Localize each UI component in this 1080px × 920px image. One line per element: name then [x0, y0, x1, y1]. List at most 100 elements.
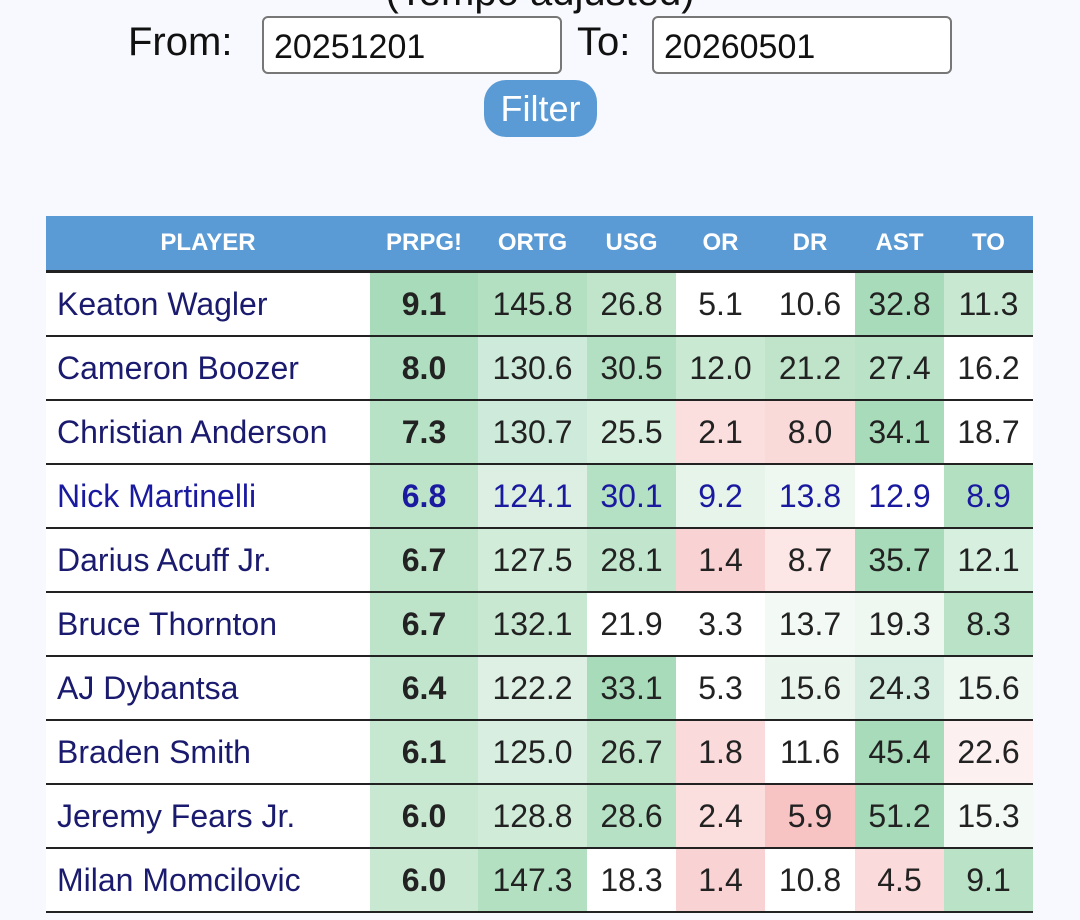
stat-cell: 24.3	[855, 656, 944, 721]
stat-cell: 5.9	[765, 784, 855, 849]
stat-cell: 147.3	[478, 848, 587, 913]
from-input[interactable]: 20251201	[262, 16, 562, 74]
stat-cell: 128.8	[478, 784, 587, 849]
stat-cell: 6.0	[370, 784, 478, 849]
stat-cell: 19.3	[855, 592, 944, 657]
stat-cell: 28.1	[587, 528, 676, 593]
player-name[interactable]: Braden Smith	[46, 720, 370, 785]
stat-cell: 6.0	[370, 848, 478, 913]
stat-cell: 6.7	[370, 528, 478, 593]
stat-cell: 6.7	[370, 592, 478, 657]
stat-cell: 9.1	[370, 271, 478, 337]
stat-cell: 51.2	[855, 784, 944, 849]
stat-cell: 6.4	[370, 656, 478, 721]
stat-cell: 130.7	[478, 400, 587, 465]
stat-cell: 5.1	[676, 271, 765, 337]
stat-cell: 122.2	[478, 656, 587, 721]
stat-cell: 28.6	[587, 784, 676, 849]
stat-cell: 2.1	[676, 400, 765, 465]
stat-cell: 13.8	[765, 464, 855, 529]
stat-cell: 130.6	[478, 336, 587, 401]
column-header: OR	[676, 216, 765, 273]
player-row: Christian Anderson 7.3 130.7 25.5 2.1 8.0 34.1…	[46, 400, 1033, 465]
player-row: Jeremy Fears Jr. 6.0 128.8 28.6 2.4 5.9 51.2 15…	[46, 784, 1033, 849]
stat-cell: 13.7	[765, 592, 855, 657]
stat-cell: 33.1	[587, 656, 676, 721]
column-header: PLAYER	[46, 216, 370, 273]
to-input[interactable]: 20260501	[652, 16, 952, 74]
stat-cell: 15.3	[944, 784, 1033, 849]
column-header: ORTG	[478, 216, 587, 273]
stat-cell: 6.1	[370, 720, 478, 785]
stat-cell: 15.6	[944, 656, 1033, 721]
stat-cell: 16.2	[944, 336, 1033, 401]
player-row: Keaton Wagler 9.1 145.8 26.8 5.1 10.6 32.8 11.3	[46, 271, 1033, 337]
player-name[interactable]: Keaton Wagler	[46, 271, 370, 337]
stat-cell: 4.5	[855, 848, 944, 913]
stats-table: PLAYER PRPG! ORTG USG OR DR AST TO Keaton Wagle…	[46, 216, 1033, 913]
stat-cell: 5.3	[676, 656, 765, 721]
stat-cell: 125.0	[478, 720, 587, 785]
stat-cell: 8.3	[944, 592, 1033, 657]
stat-cell: 34.1	[855, 400, 944, 465]
player-name[interactable]: Darius Acuff Jr.	[46, 528, 370, 593]
player-row: AJ Dybantsa 6.4 122.2 33.1 5.3 15.6 24.3 15.6	[46, 656, 1033, 721]
stat-cell: 6.8	[370, 464, 478, 529]
stat-cell: 35.7	[855, 528, 944, 593]
player-name[interactable]: Cameron Boozer	[46, 336, 370, 401]
stat-cell: 8.0	[370, 336, 478, 401]
stat-cell: 25.5	[587, 400, 676, 465]
to-label: To:	[577, 20, 631, 64]
stat-cell: 2.4	[676, 784, 765, 849]
stat-cell: 8.0	[765, 400, 855, 465]
stat-cell: 21.9	[587, 592, 676, 657]
stat-cell: 1.4	[676, 848, 765, 913]
stat-cell: 21.2	[765, 336, 855, 401]
player-name[interactable]: Milan Momcilovic	[46, 848, 370, 913]
stat-cell: 8.7	[765, 528, 855, 593]
stat-cell: 9.2	[676, 464, 765, 529]
stat-cell: 30.5	[587, 336, 676, 401]
player-row: Milan Momcilovic 6.0 147.3 18.3 1.4 10.8 4.5 9.…	[46, 848, 1033, 913]
stat-cell: 26.8	[587, 271, 676, 337]
stat-cell: 30.1	[587, 464, 676, 529]
stat-cell: 12.9	[855, 464, 944, 529]
filter-button[interactable]: Filter	[484, 80, 597, 137]
stat-cell: 26.7	[587, 720, 676, 785]
stat-cell: 145.8	[478, 271, 587, 337]
stat-cell: 124.1	[478, 464, 587, 529]
stat-cell: 45.4	[855, 720, 944, 785]
stat-cell: 1.4	[676, 528, 765, 593]
stat-cell: 8.9	[944, 464, 1033, 529]
stat-cell: 132.1	[478, 592, 587, 657]
stat-cell: 127.5	[478, 528, 587, 593]
player-row: Cameron Boozer 8.0 130.6 30.5 12.0 21.2 27.4 16…	[46, 336, 1033, 401]
stat-cell: 32.8	[855, 271, 944, 337]
stat-cell: 10.6	[765, 271, 855, 337]
stat-cell: 18.3	[587, 848, 676, 913]
column-header: PRPG!	[370, 216, 478, 273]
stat-cell: 9.1	[944, 848, 1033, 913]
column-header: USG	[587, 216, 676, 273]
player-name[interactable]: AJ Dybantsa	[46, 656, 370, 721]
stat-cell: 15.6	[765, 656, 855, 721]
player-name[interactable]: Nick Martinelli	[46, 464, 370, 529]
player-row: Darius Acuff Jr. 6.7 127.5 28.1 1.4 8.7 35.7 12…	[46, 528, 1033, 593]
header-row: PLAYER PRPG! ORTG USG OR DR AST TO	[46, 216, 1033, 273]
player-name[interactable]: Jeremy Fears Jr.	[46, 784, 370, 849]
player-name[interactable]: Bruce Thornton	[46, 592, 370, 657]
from-label: From:	[128, 20, 233, 64]
player-name[interactable]: Christian Anderson	[46, 400, 370, 465]
stat-cell: 12.1	[944, 528, 1033, 593]
column-header: DR	[765, 216, 855, 273]
stat-cell: 22.6	[944, 720, 1033, 785]
stat-cell: 1.8	[676, 720, 765, 785]
stat-cell: 12.0	[676, 336, 765, 401]
stat-cell: 18.7	[944, 400, 1033, 465]
subtitle: (Tempo adjusted)	[0, 0, 1080, 15]
stat-cell: 11.6	[765, 720, 855, 785]
column-header: TO	[944, 216, 1033, 273]
column-header: AST	[855, 216, 944, 273]
stat-cell: 3.3	[676, 592, 765, 657]
